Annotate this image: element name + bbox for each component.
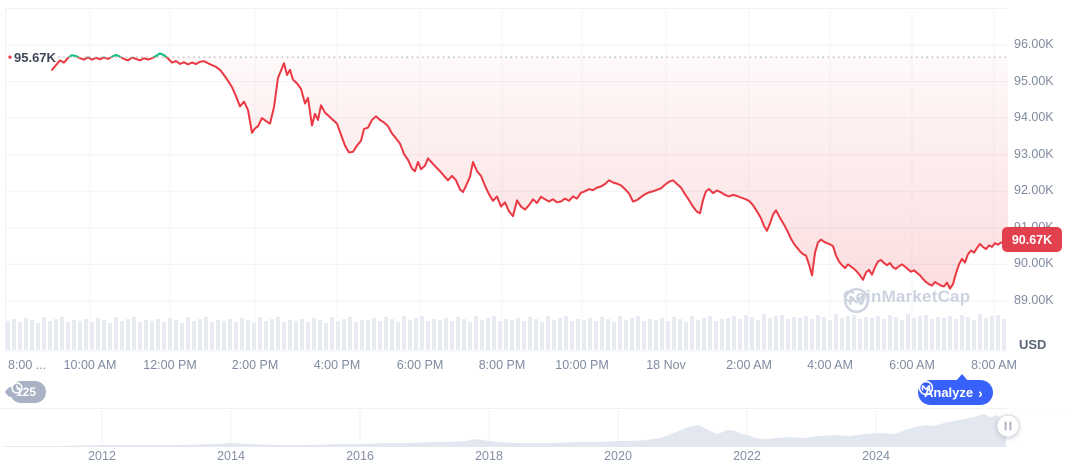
minimap-year-label: 2014 xyxy=(217,449,245,463)
history-clock-icon xyxy=(11,382,23,394)
chart-card-border-left xyxy=(5,8,6,352)
chart-card-border-top xyxy=(5,8,1007,9)
watermark-text: CoinMarketCap xyxy=(843,287,971,306)
timeline-minimap-svg[interactable] xyxy=(0,408,1072,470)
history-count-badge[interactable]: 125 xyxy=(10,381,47,403)
minimap-year-label: 2016 xyxy=(346,449,374,463)
x-axis-label: 6:00 PM xyxy=(396,358,444,372)
y-axis-label: 95.00K xyxy=(1014,73,1054,88)
minimap-year-label: 2022 xyxy=(733,449,761,463)
analyze-label: Analyze xyxy=(924,385,974,400)
last-price-badge: 90.67K xyxy=(1002,227,1062,252)
analyze-tooltip-arrow xyxy=(956,374,968,381)
x-axis-label: 10:00 AM xyxy=(63,358,117,372)
y-axis-label: 94.00K xyxy=(1014,110,1054,125)
y-axis-label: 90.00K xyxy=(1014,256,1054,271)
coinmarketcap-logo-icon xyxy=(918,380,934,396)
open-price-label: 95.67K xyxy=(14,50,56,65)
x-axis-label: 4:00 AM xyxy=(807,358,853,372)
y-axis-unit-label: USD xyxy=(1019,337,1047,352)
y-axis-label: 92.00K xyxy=(1014,183,1054,198)
minimap-year-label: 2020 xyxy=(604,449,632,463)
analyze-button[interactable]: Analyze › xyxy=(918,380,993,405)
x-axis-label: 2:00 AM xyxy=(726,358,772,372)
chevron-right-icon: › xyxy=(978,384,983,401)
last-price-value: 90.67K xyxy=(1011,232,1053,247)
price-line xyxy=(51,52,1009,290)
price-area-fill xyxy=(52,57,1008,289)
open-price-dot xyxy=(8,55,12,59)
minimap-year-label: 2012 xyxy=(88,449,116,463)
x-axis-label: 6:00 AM xyxy=(889,358,935,372)
x-axis-label: 4:00 PM xyxy=(313,358,361,372)
x-axis-label: 10:00 PM xyxy=(555,358,609,372)
x-axis-label: 8:00 ... xyxy=(8,358,47,372)
y-axis-label: 93.00K xyxy=(1014,146,1054,161)
volume-bars xyxy=(6,314,1006,350)
y-axis-label: 89.00K xyxy=(1014,292,1054,307)
x-axis-label: 2:00 PM xyxy=(231,358,279,372)
x-axis-label: 18 Nov xyxy=(646,358,686,372)
x-axis-label: 12:00 PM xyxy=(143,358,197,372)
minimap-year-label: 2024 xyxy=(862,449,890,463)
minimap-area[interactable] xyxy=(5,414,1006,447)
coinmarketcap-watermark: CoinMarketCap xyxy=(843,287,971,314)
history-count: 125 xyxy=(16,385,37,399)
x-axis-label: 8:00 PM xyxy=(478,358,526,372)
coinmarketcap-logo-icon xyxy=(843,287,870,314)
minimap-handle[interactable] xyxy=(996,414,1020,438)
price-chart-svg xyxy=(5,10,1009,352)
x-axis-label: 8:00 AM xyxy=(971,358,1017,372)
minimap-year-label: 2018 xyxy=(475,449,503,463)
y-axis-label: 96.00K xyxy=(1014,37,1054,51)
